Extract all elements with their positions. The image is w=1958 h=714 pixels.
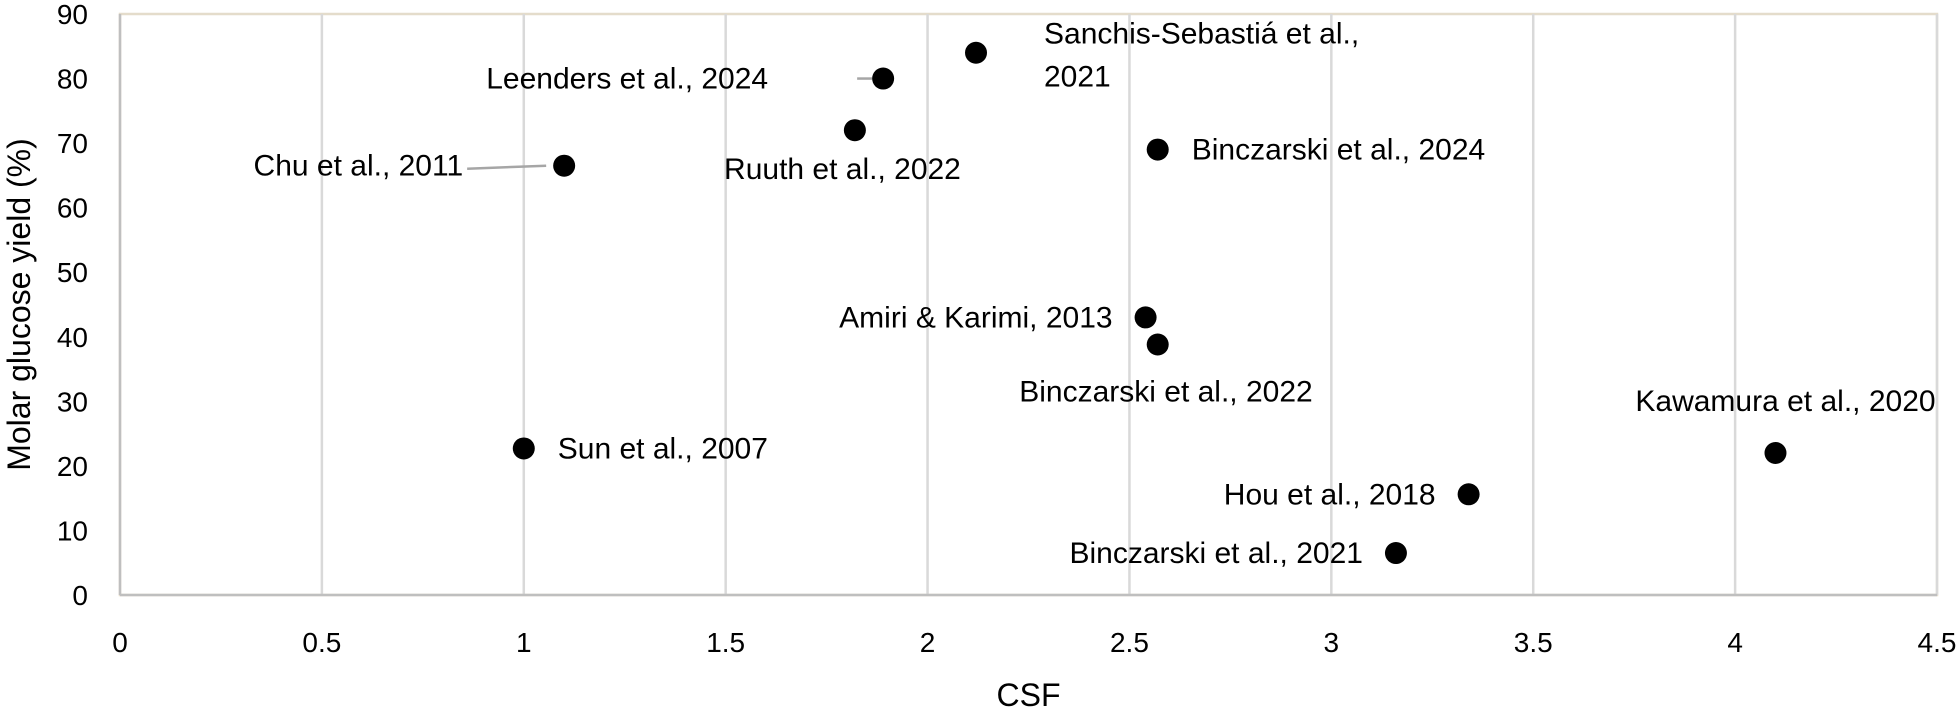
x-tick-label: 0 <box>112 627 128 658</box>
data-point <box>965 41 988 64</box>
data-point <box>843 119 866 142</box>
data-point-label: Sanchis-Sebastiá et al., <box>1044 18 1359 51</box>
data-point <box>872 67 895 90</box>
data-point-label: Binczarski et al., 2021 <box>1069 537 1362 570</box>
x-tick-label: 4 <box>1727 627 1743 658</box>
y-tick-label: 50 <box>57 257 88 288</box>
x-axis-title: CSF <box>997 677 1061 713</box>
data-point <box>1764 441 1787 464</box>
data-point <box>512 437 535 460</box>
x-tick-label: 1 <box>516 627 532 658</box>
data-point-label: Kawamura et al., 2020 <box>1635 385 1935 418</box>
data-point-label: Hou et al., 2018 <box>1224 478 1436 511</box>
y-tick-label: 40 <box>57 322 88 353</box>
data-point-label: Binczarski et al., 2022 <box>1019 376 1312 409</box>
y-tick-label: 0 <box>72 580 88 611</box>
data-point-label: Leenders et al., 2024 <box>486 63 768 96</box>
data-point <box>1457 483 1480 506</box>
y-axis-title: Molar glucose yield (%) <box>1 138 37 471</box>
y-tick-label: 60 <box>57 193 88 224</box>
x-tick-label: 2.5 <box>1110 627 1149 658</box>
data-point-label: Ruuth et al., 2022 <box>724 153 961 186</box>
x-tick-label: 3.5 <box>1514 627 1553 658</box>
x-tick-label: 0.5 <box>302 627 341 658</box>
y-tick-label: 30 <box>57 386 88 417</box>
y-tick-label: 10 <box>57 515 88 546</box>
data-point-label: Amiri & Karimi, 2013 <box>839 301 1112 334</box>
data-point-label: Chu et al., 2011 <box>254 150 464 183</box>
y-tick-label: 20 <box>57 451 88 482</box>
data-point-label: 2021 <box>1044 61 1111 94</box>
data-point <box>1146 333 1169 356</box>
x-tick-label: 3 <box>1324 627 1340 658</box>
x-tick-label: 2 <box>920 627 936 658</box>
data-point <box>553 154 576 177</box>
data-point <box>1134 306 1157 329</box>
label-leader-line <box>467 164 547 170</box>
data-point <box>1384 542 1407 565</box>
data-point-label: Sun et al., 2007 <box>558 432 768 465</box>
y-tick-label: 80 <box>57 64 88 95</box>
data-point-label: Binczarski et al., 2024 <box>1192 134 1485 167</box>
y-tick-label: 70 <box>57 128 88 159</box>
y-tick-label: 90 <box>57 0 88 30</box>
x-tick-label: 1.5 <box>706 627 745 658</box>
x-tick-label: 4.5 <box>1918 627 1957 658</box>
data-point <box>1146 138 1169 161</box>
